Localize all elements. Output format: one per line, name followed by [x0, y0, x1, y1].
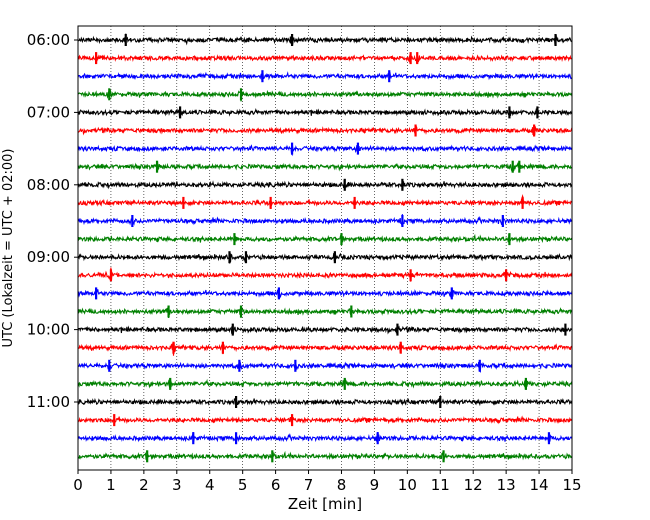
- y-tick-label-0700: 07:00: [27, 103, 70, 121]
- x-tick-label-15: 15: [562, 476, 581, 494]
- x-tick-label-10: 10: [398, 476, 417, 494]
- y-tick-label-0800: 08:00: [27, 176, 70, 194]
- trace-0915: [78, 267, 573, 282]
- grid-layer: [110, 26, 540, 470]
- trace-1130: [77, 431, 573, 444]
- trace-1000: [77, 324, 573, 336]
- trace-0615: [77, 54, 572, 64]
- y-axis-label: UTC (Lokalzeit = UTC + 02:00): [1, 149, 16, 348]
- y-tick-label-1100: 11:00: [27, 393, 70, 411]
- trace-1100: [77, 397, 573, 407]
- trace-0745: [77, 162, 573, 172]
- trace-1145: [77, 450, 573, 463]
- trace-0730: [77, 143, 573, 157]
- x-tick-label-13: 13: [497, 476, 516, 494]
- trace-0930: [77, 289, 573, 300]
- x-tick-label-11: 11: [431, 476, 450, 494]
- trace-0845: [77, 233, 572, 246]
- x-tick-label-6: 6: [271, 476, 281, 494]
- y-tick-label-0600: 06:00: [27, 31, 70, 49]
- x-tick-label-1: 1: [106, 476, 116, 494]
- trace-0600: [77, 33, 573, 46]
- x-tick-label-7: 7: [304, 476, 314, 494]
- trace-1030: [77, 360, 573, 374]
- trace-0945: [77, 305, 573, 319]
- x-tick-label-12: 12: [464, 476, 483, 494]
- x-tick-label-0: 0: [73, 476, 83, 494]
- y-axis-ticks: 06:00 07:00 08:00 09:00 10:00 11:00: [27, 31, 78, 411]
- trace-1045: [77, 377, 573, 389]
- plot-frame: [77, 25, 573, 471]
- trace-0715: [77, 124, 573, 136]
- x-axis-label: Zeit [min]: [288, 495, 362, 513]
- trace-layer: [77, 33, 573, 463]
- trace-0700: [77, 106, 573, 117]
- x-tick-label-2: 2: [139, 476, 149, 494]
- x-tick-label-8: 8: [337, 476, 347, 494]
- trace-0900: [77, 252, 573, 265]
- trace-0645: [77, 89, 573, 102]
- x-tick-label-4: 4: [205, 476, 215, 494]
- x-tick-label-3: 3: [172, 476, 182, 494]
- trace-0815: [77, 193, 573, 209]
- trace-0830: [77, 214, 573, 226]
- x-tick-label-14: 14: [530, 476, 549, 494]
- trace-1115: [77, 415, 573, 425]
- trace-1015: [77, 342, 573, 356]
- trace-0630: [77, 71, 573, 81]
- x-tick-label-9: 9: [370, 476, 380, 494]
- x-axis-ticks: 0 1 2 3 4 5 6 7 8 9 10 11 12 13 14 15: [73, 470, 582, 494]
- x-tick-label-5: 5: [238, 476, 248, 494]
- y-tick-label-1000: 10:00: [27, 321, 70, 339]
- trace-0800: [77, 179, 573, 190]
- y-tick-label-0900: 09:00: [27, 248, 70, 266]
